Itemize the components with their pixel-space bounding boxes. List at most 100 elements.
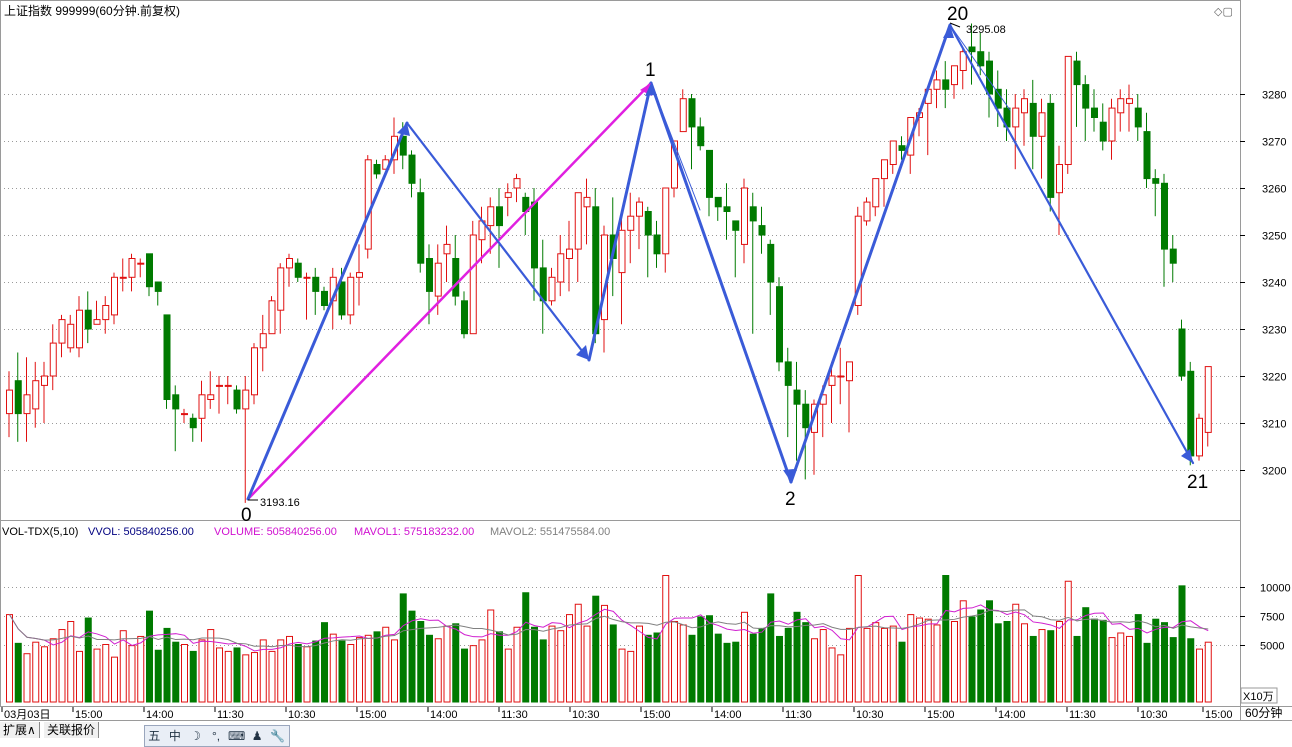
- volume-bar: [627, 650, 635, 703]
- time-label: 15:00: [927, 709, 955, 720]
- volume-bar: [286, 635, 293, 703]
- candle-body: [1038, 112, 1046, 137]
- candle-body: [1204, 366, 1212, 433]
- time-label: 11:30: [217, 709, 244, 720]
- volume-bar: [181, 644, 188, 703]
- indicator-volume: VOLUME: 505840256.00: [214, 526, 337, 538]
- volume-bar: [933, 624, 941, 703]
- candle-body: [968, 46, 976, 53]
- volume-bar: [172, 641, 180, 703]
- volume-bar: [1047, 630, 1055, 703]
- volume-bar: [513, 626, 521, 703]
- chart-title: 上证指数 999999(60分钟.前复权): [4, 3, 180, 18]
- volume-bar: [364, 634, 372, 703]
- wu-icon[interactable]: 五: [148, 729, 161, 743]
- volume-bar: [1073, 635, 1081, 703]
- volume-bar: [84, 617, 92, 703]
- volume-tick-label: 10000: [1260, 583, 1291, 595]
- volume-bar: [951, 621, 958, 703]
- arrowhead-a: [397, 123, 410, 136]
- volume-bar: [1117, 632, 1125, 703]
- period-label[interactable]: 60分钟: [1245, 705, 1282, 720]
- arrowhead-20: [943, 25, 954, 38]
- volume-bar: [233, 647, 241, 703]
- candle-body: [242, 389, 250, 410]
- arrowhead-21: [1181, 449, 1193, 463]
- candle-body: [828, 375, 836, 386]
- candle-body: [1082, 84, 1090, 109]
- candle-body: [294, 262, 302, 278]
- candle-body: [364, 159, 372, 250]
- keyboard-icon[interactable]: ⌨: [227, 729, 246, 743]
- volume-bar: [504, 648, 512, 703]
- wave-line-0-1-magenta: [246, 81, 653, 501]
- price-tick-label: 3250: [1262, 231, 1286, 243]
- indicator-name: VOL-TDX(5,10): [2, 526, 78, 538]
- volume-bar: [872, 622, 880, 703]
- window-icons[interactable]: ◇▢: [1214, 6, 1233, 18]
- time-label: 14:00: [714, 709, 742, 720]
- punctuation-icon[interactable]: °,: [211, 729, 221, 743]
- volume-bars: [6, 575, 1212, 703]
- candle-body: [504, 192, 512, 198]
- volume-bar: [653, 632, 661, 703]
- volume-bar: [636, 625, 643, 703]
- volume-bar: [391, 639, 398, 703]
- volume-bar: [574, 603, 582, 703]
- candle-body: [1134, 107, 1142, 128]
- arrowhead-1b: [645, 83, 655, 96]
- volume-bar: [916, 617, 923, 703]
- time-label: 15:00: [1205, 709, 1233, 720]
- volume-bar: [49, 638, 57, 703]
- volume-bar: [986, 600, 993, 703]
- tab-expand[interactable]: 扩展∧: [0, 722, 40, 738]
- candle-body: [137, 262, 145, 265]
- candle-body: [1169, 248, 1177, 264]
- candle-body: [933, 79, 941, 90]
- candle-body: [146, 253, 153, 288]
- candle-body: [224, 384, 232, 387]
- candle-body: [189, 417, 197, 429]
- volume-bar: [347, 644, 355, 703]
- candle-body: [1012, 107, 1020, 128]
- time-label: 11:30: [501, 709, 528, 720]
- candle-body: [58, 319, 66, 344]
- candle-body: [163, 314, 171, 400]
- tab-related-quotes[interactable]: 关联报价: [44, 722, 100, 738]
- tool-strip: 五 中 ☽ °, ⌨ ♟ 🔧: [144, 725, 290, 747]
- volume-bar: [1152, 618, 1160, 703]
- candle-body: [1117, 98, 1125, 114]
- volume-bar: [1108, 637, 1116, 703]
- candle-body: [154, 281, 162, 292]
- volume-bar: [1196, 648, 1203, 703]
- indicator-mavol2: MAVOL2: 551475584.00: [490, 526, 610, 538]
- candle-body: [84, 309, 92, 330]
- user-icon[interactable]: ♟: [251, 729, 263, 743]
- candle-body: [14, 380, 22, 415]
- volume-bar: [224, 650, 232, 703]
- volume-bar: [1187, 638, 1195, 703]
- moon-icon[interactable]: ☽: [190, 729, 201, 743]
- candle-body: [837, 375, 845, 378]
- volume-bar: [583, 625, 591, 703]
- volume-bar: [557, 630, 565, 703]
- candle-body: [863, 201, 871, 222]
- volume-bar: [443, 625, 451, 703]
- candle-body: [767, 243, 775, 283]
- candle-body: [399, 135, 407, 156]
- wave-label-20: 20: [947, 4, 968, 25]
- volume-bar: [644, 634, 652, 703]
- wrench-icon[interactable]: 🔧: [270, 729, 286, 743]
- volume-bar: [268, 650, 276, 703]
- wave-label-1: 1: [645, 60, 656, 81]
- volume-bar: [102, 644, 110, 703]
- candle-body: [356, 272, 363, 278]
- candle-body: [111, 276, 118, 316]
- candle-body: [749, 206, 757, 222]
- candle-body: [636, 201, 643, 217]
- zhong-icon[interactable]: 中: [168, 729, 181, 743]
- price-axis: 3280 3270 3260 3250 3240 3230 3220 3210 3200: [1240, 90, 1286, 478]
- volume-bar: [522, 592, 530, 703]
- volume-bar: [784, 627, 792, 703]
